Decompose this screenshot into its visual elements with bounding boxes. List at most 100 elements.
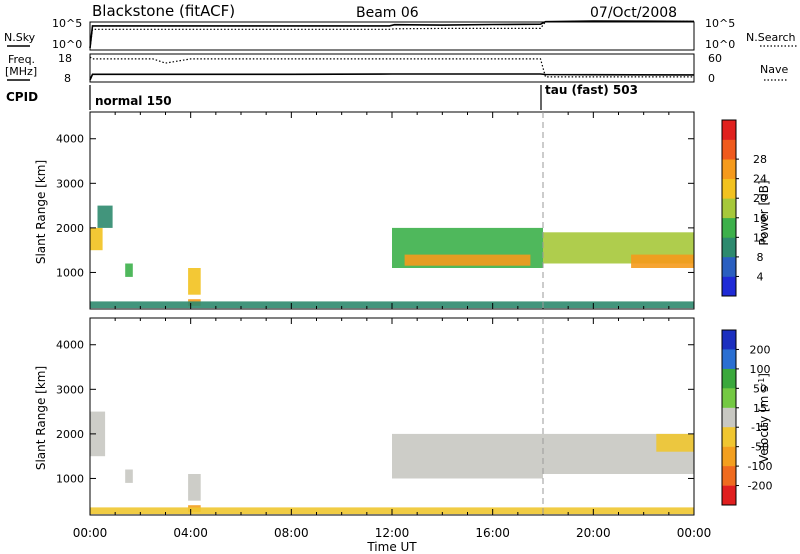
x-tick-label-2: 08:00: [274, 526, 309, 540]
nsky-nsearch-series: [89, 20, 695, 49]
power-region-9: [631, 254, 694, 268]
power-colorbar-cell-4: [722, 217, 736, 238]
velocity-colorbar-cell-8: [722, 466, 736, 486]
power-colorbar-label-1: 8: [757, 251, 764, 264]
nsky-line: [89, 20, 695, 49]
velocity-heatmap: [90, 411, 695, 515]
power-heatmap: [90, 205, 694, 309]
x-tick-label-5: 20:00: [576, 526, 611, 540]
station-title: Blackstone (fitACF): [92, 2, 235, 20]
power-colorbar-label-6: 28: [753, 153, 767, 166]
x-axis-label: Time UT: [366, 540, 417, 554]
power-colorbar-label-4: 20: [753, 192, 767, 205]
velocity-ytick-label-2000: 2000: [56, 428, 84, 441]
velocity-region-3: [188, 474, 201, 501]
power-ytick-label-4000: 4000: [56, 133, 84, 146]
power-panel-frame: [89, 111, 695, 310]
x-tick-label-6: 00:00: [677, 526, 712, 540]
velocity-colorbar-label-5: -50: [751, 441, 769, 454]
velocity-colorbar-label-2: 50: [753, 382, 767, 395]
power-colorbar-cell-7: [722, 159, 736, 179]
power-ytick-label-3000: 3000: [56, 177, 84, 190]
velocity-ylabel: Slant Range [km]: [34, 366, 48, 470]
velocity-axes: 1000 2000 3000 4000: [56, 318, 695, 515]
power-ytick-label-2000: 2000: [56, 222, 84, 235]
power-colorbar-label-2: 12: [753, 231, 767, 244]
power-region-2: [97, 205, 113, 228]
nsearch-tick-bottom: 10^0: [705, 38, 735, 51]
power-region-7: [404, 254, 531, 266]
power-region-1: [90, 227, 103, 251]
power-colorbar-label: Power [dB]: [757, 180, 771, 245]
freq-panel-frame: [89, 53, 695, 83]
power-colorbar-frame: [721, 119, 737, 297]
velocity-colorbar-label-1: 100: [750, 363, 771, 376]
nave-tick-top: 60: [708, 52, 722, 65]
velocity-region-1: [90, 411, 106, 457]
x-tick-label-0: 00:00: [73, 526, 108, 540]
cpid-segment-2: tau (fast) 503: [545, 83, 638, 97]
velocity-colorbar-label-3: 15: [753, 402, 767, 415]
freq-tick-bottom: 8: [64, 72, 71, 85]
power-colorbar-label-3: 16: [753, 212, 767, 225]
freq-line: [89, 73, 695, 81]
x-tick-label-3: 12:00: [375, 526, 410, 540]
freq-label-bottom: [MHz]: [5, 65, 37, 78]
nsky-label: N.Sky: [4, 31, 36, 44]
nsky-tick-bottom: 10^0: [52, 38, 82, 51]
nsearch-label: N.Search: [746, 31, 796, 44]
x-tick-label-4: 16:00: [475, 526, 510, 540]
power-colorbar: 4 8 12 16 20 24 28: [721, 119, 767, 297]
power-colorbar-cell-3: [722, 237, 736, 258]
velocity-colorbar-label-6: -100: [748, 460, 773, 473]
power-region-4: [188, 268, 201, 295]
power-colorbar-cell-1: [722, 276, 736, 297]
velocity-colorbar-label-4: -15: [751, 421, 769, 434]
power-colorbar-cell-8: [722, 139, 736, 160]
velocity-colorbar-cell-9: [722, 485, 736, 506]
velocity-region-7: [656, 433, 695, 452]
nsearch-line: [89, 20, 694, 49]
power-ytick-label-1000: 1000: [56, 266, 84, 279]
velocity-ytick-label-3000: 3000: [56, 383, 84, 396]
power-region-3: [125, 263, 133, 277]
velocity-colorbar-cell-5: [722, 407, 736, 428]
velocity-colorbar-label-0: 200: [750, 343, 771, 356]
power-colorbar-cell-6: [722, 178, 736, 199]
power-axes: 1000 2000 3000 4000: [56, 112, 695, 309]
power-colorbar-cell-2: [722, 256, 736, 277]
freq-tick-top: 18: [58, 52, 72, 65]
beam-title: Beam 06: [356, 5, 419, 21]
nsky-panel-frame: [89, 21, 695, 51]
x-tick-label-1: 04:00: [173, 526, 208, 540]
nave-tick-bottom: 0: [708, 72, 715, 85]
date-title: 07/Oct/2008: [590, 5, 677, 21]
nsky-tick-top: 10^5: [52, 17, 82, 30]
velocity-colorbar-cell-7: [722, 446, 736, 467]
velocity-ytick-label-4000: 4000: [56, 339, 84, 352]
power-colorbar-label-0: 4: [757, 270, 764, 283]
cpid-segment-1: normal 150: [95, 94, 172, 108]
velocity-region-2: [125, 469, 133, 483]
nave-line: [89, 56, 694, 78]
velocity-colorbar-frame: [721, 329, 737, 506]
velocity-colorbar-label: Velocity [m s-1]: [757, 373, 772, 463]
velocity-colorbar-cell-6: [722, 427, 736, 447]
velocity-colorbar-label-7: -200: [748, 480, 773, 493]
power-colorbar-label-5: 24: [753, 173, 767, 186]
velocity-colorbar-cell-3: [722, 368, 736, 389]
velocity-panel-frame: [89, 317, 695, 516]
freq-nave-series: [89, 56, 695, 81]
velocity-region-5: [392, 433, 543, 479]
x-tick-labels: 00:00 04:00 08:00 12:00 16:00 20:00 00:00: [73, 526, 712, 540]
nsearch-tick-top: 10^5: [705, 17, 735, 30]
velocity-colorbar-cell-4: [722, 388, 736, 408]
cpid-label: CPID: [6, 90, 38, 104]
power-colorbar-cell-9: [722, 120, 736, 140]
freq-label-top: Freq.: [8, 53, 35, 66]
velocity-colorbar: 200 100 50 15 -15 -50 -100 -200: [721, 329, 773, 506]
power-ylabel: Slant Range [km]: [34, 160, 48, 264]
power-colorbar-cell-5: [722, 198, 736, 219]
nave-label: Nave: [760, 63, 788, 76]
